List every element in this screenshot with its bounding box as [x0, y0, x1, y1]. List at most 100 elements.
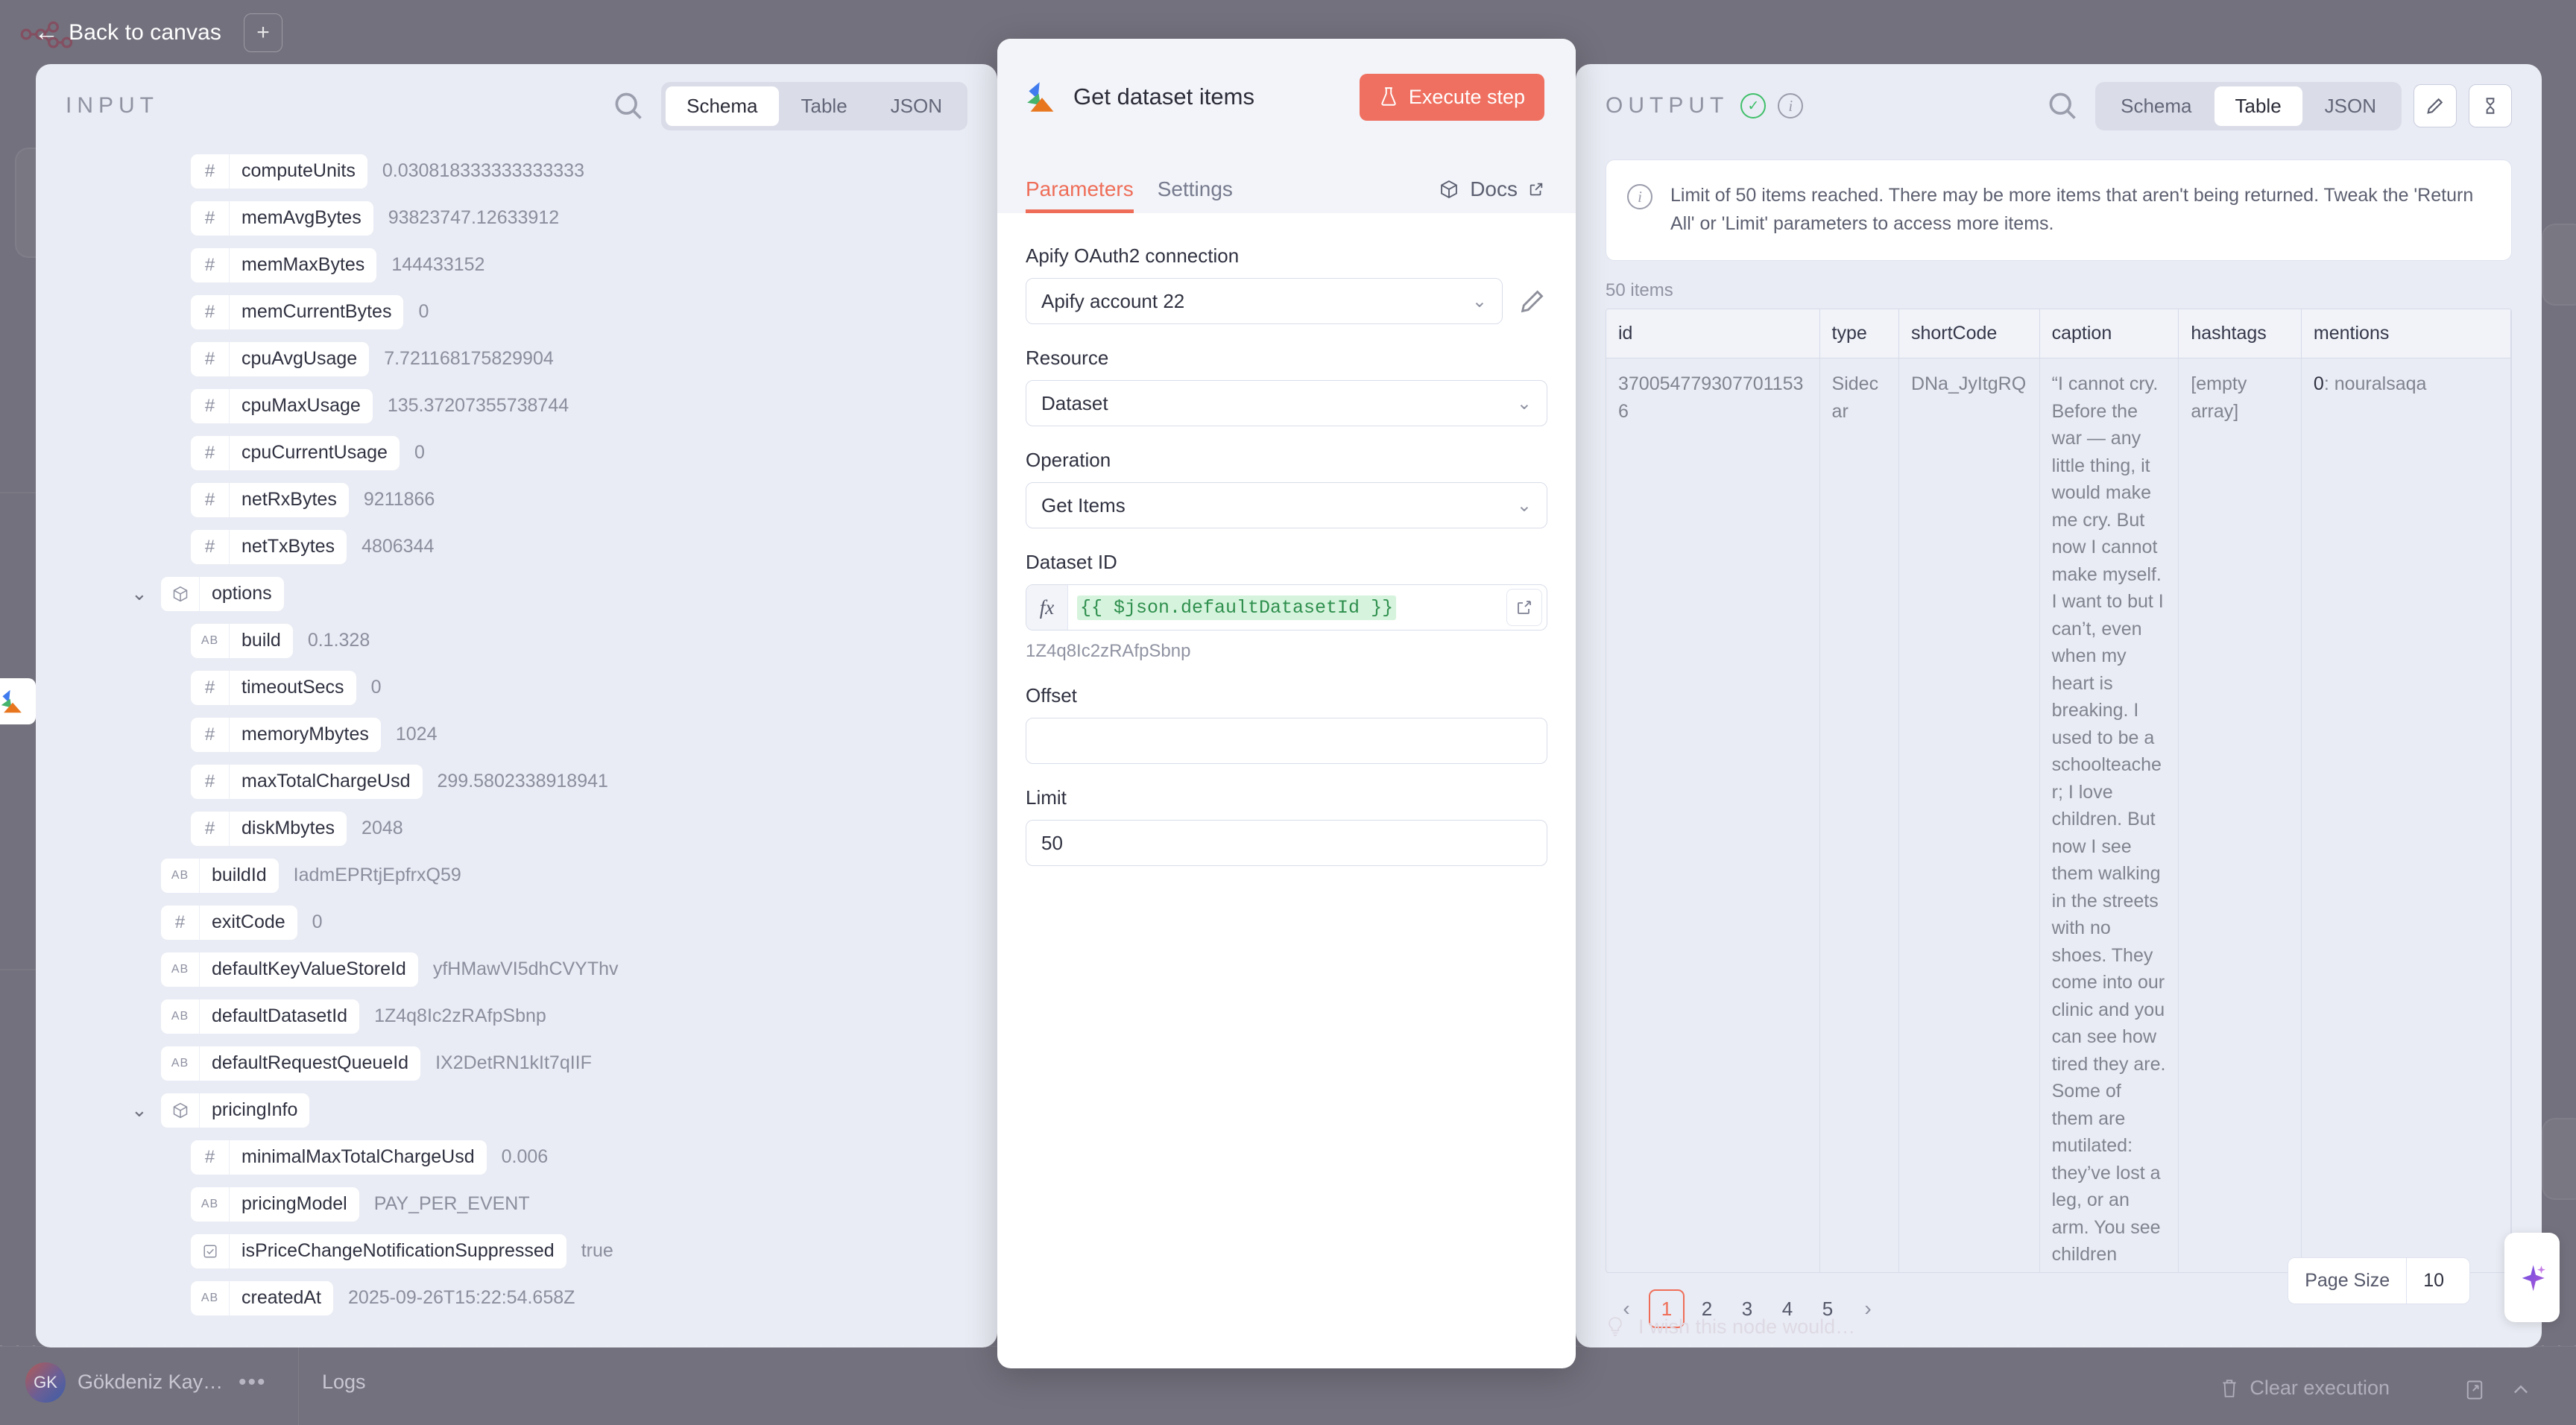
back-to-canvas-button[interactable]: ← Back to canvas — [34, 19, 221, 45]
schema-row[interactable]: ⌄ pricingInfo — [36, 1087, 997, 1134]
column-header-type[interactable]: type — [1819, 309, 1899, 358]
column-header-caption[interactable]: caption — [2039, 309, 2179, 358]
search-icon[interactable] — [612, 89, 645, 122]
chevron-down-icon[interactable]: ⌄ — [131, 1099, 148, 1121]
user-menu-button[interactable]: ••• — [239, 1370, 267, 1394]
input-schema-tree[interactable]: ⌄ # computeUnits 0.030818333333333333 ⌄ # memA… — [36, 148, 997, 1347]
ai-assistant-button[interactable] — [2504, 1233, 2560, 1322]
dataset-id-expression-field[interactable]: fx {{ $json.defaultDatasetId }} — [1026, 584, 1547, 631]
clear-execution-button[interactable]: Clear execution — [2220, 1377, 2390, 1400]
pagination-page-1[interactable]: 1 — [1649, 1289, 1685, 1328]
schema-chip[interactable]: # timeoutSecs — [191, 670, 356, 705]
info-icon[interactable]: i — [1778, 93, 1804, 119]
resource-select[interactable]: Dataset ⌄ — [1026, 380, 1547, 426]
search-icon[interactable] — [2046, 89, 2079, 122]
logs-button[interactable]: Logs — [322, 1371, 366, 1393]
schema-chip[interactable]: # maxTotalChargeUsd — [191, 764, 423, 799]
tab-parameters[interactable]: Parameters — [1026, 177, 1146, 213]
schema-chip[interactable]: AB defaultDatasetId — [161, 999, 360, 1034]
pagination-next[interactable]: › — [1864, 1297, 1872, 1320]
schema-chip[interactable]: AB buildId — [161, 858, 279, 893]
output-view-json[interactable]: JSON — [2324, 94, 2376, 117]
schema-chip[interactable]: AB createdAt — [191, 1280, 334, 1315]
output-table-wrapper[interactable]: id type shortCode caption hashtags menti… — [1606, 309, 2512, 1273]
schema-chip[interactable]: AB pricingModel — [191, 1187, 359, 1222]
input-view-json[interactable]: JSON — [890, 94, 942, 117]
add-node-button[interactable]: + — [243, 13, 282, 52]
chevron-up-icon[interactable] — [2510, 1380, 2531, 1400]
schema-chip[interactable]: # cpuMaxUsage — [191, 388, 373, 423]
execute-step-button[interactable]: Execute step — [1359, 73, 1544, 121]
docs-link[interactable]: Docs — [1439, 177, 1544, 213]
canvas-apify-node[interactable] — [0, 678, 36, 724]
output-view-schema[interactable]: Schema — [2121, 94, 2192, 117]
pagination-page-3[interactable]: 3 — [1741, 1297, 1753, 1320]
schema-chip[interactable]: # cpuAvgUsage — [191, 341, 370, 376]
schema-chip[interactable]: # netRxBytes — [191, 482, 349, 517]
schema-row[interactable]: ⌄ABdefaultKeyValueStoreIdyfHMawVI5dhCVYT… — [36, 946, 997, 993]
chevron-down-icon[interactable]: ⌄ — [131, 582, 148, 604]
schema-chip[interactable]: isPriceChangeNotificationSuppressed — [191, 1233, 566, 1268]
column-header-id[interactable]: id — [1606, 309, 1820, 358]
input-view-table[interactable]: Table — [801, 94, 847, 117]
page-size-control[interactable]: Page Size 10 — [2288, 1257, 2470, 1304]
operation-select[interactable]: Get Items ⌄ — [1026, 482, 1547, 528]
schema-chip[interactable]: # diskMbytes — [191, 811, 347, 846]
schema-chip[interactable]: # cpuCurrentUsage — [191, 435, 400, 470]
dataset-id-expression-input[interactable]: {{ $json.defaultDatasetId }} — [1068, 585, 1506, 630]
schema-chip[interactable]: # memAvgBytes — [191, 200, 373, 236]
schema-chip[interactable]: AB build — [191, 623, 293, 658]
schema-row[interactable]: ⌄ options — [36, 570, 997, 617]
schema-chip[interactable]: # computeUnits — [191, 154, 367, 189]
node-suggestion-row[interactable]: I wish this node would… — [1606, 1315, 1855, 1339]
schema-chip[interactable]: # exitCode — [161, 905, 297, 940]
open-expression-editor-button[interactable] — [1506, 589, 1542, 626]
schema-chip[interactable]: # memMaxBytes — [191, 247, 377, 282]
pin-output-button[interactable] — [2469, 84, 2512, 127]
input-view-schema[interactable]: Schema — [666, 86, 779, 126]
table-row[interactable]: 3700547793077011536 Sidecar DNa_JyItgRQ … — [1606, 358, 2511, 1272]
pagination-prev[interactable]: ‹ — [1623, 1297, 1630, 1320]
schema-chip[interactable]: AB defaultKeyValueStoreId — [161, 952, 418, 987]
column-header-hashtags[interactable]: hashtags — [2178, 309, 2302, 358]
open-panel-icon[interactable] — [2464, 1379, 2485, 1401]
schema-chip[interactable]: # memCurrentBytes — [191, 294, 404, 329]
schema-chip[interactable]: # minimalMaxTotalChargeUsd — [191, 1140, 487, 1175]
schema-chip[interactable]: # netTxBytes — [191, 529, 347, 564]
avatar[interactable]: GK — [25, 1362, 66, 1403]
column-header-shortcode[interactable]: shortCode — [1898, 309, 2040, 358]
pagination-page-5[interactable]: 5 — [1822, 1297, 1834, 1320]
edit-output-button[interactable] — [2414, 84, 2457, 127]
column-header-mentions[interactable]: mentions — [2301, 309, 2511, 358]
page-size-value[interactable]: 10 — [2423, 1270, 2444, 1291]
schema-chip[interactable]: # memoryMbytes — [191, 717, 381, 752]
pagination-page-4[interactable]: 4 — [1781, 1297, 1793, 1320]
edit-credential-icon[interactable] — [1518, 286, 1547, 316]
schema-row[interactable]: ⌄ABdefaultRequestQueueIdIX2DetRN1kIt7qII… — [36, 1040, 997, 1087]
output-view-table[interactable]: Table — [2214, 86, 2302, 126]
tab-settings[interactable]: Settings — [1157, 177, 1233, 200]
limit-input[interactable]: 50 — [1026, 820, 1547, 866]
schema-chip[interactable]: AB defaultRequestQueueId — [161, 1046, 421, 1081]
schema-chip[interactable]: options — [161, 576, 284, 611]
